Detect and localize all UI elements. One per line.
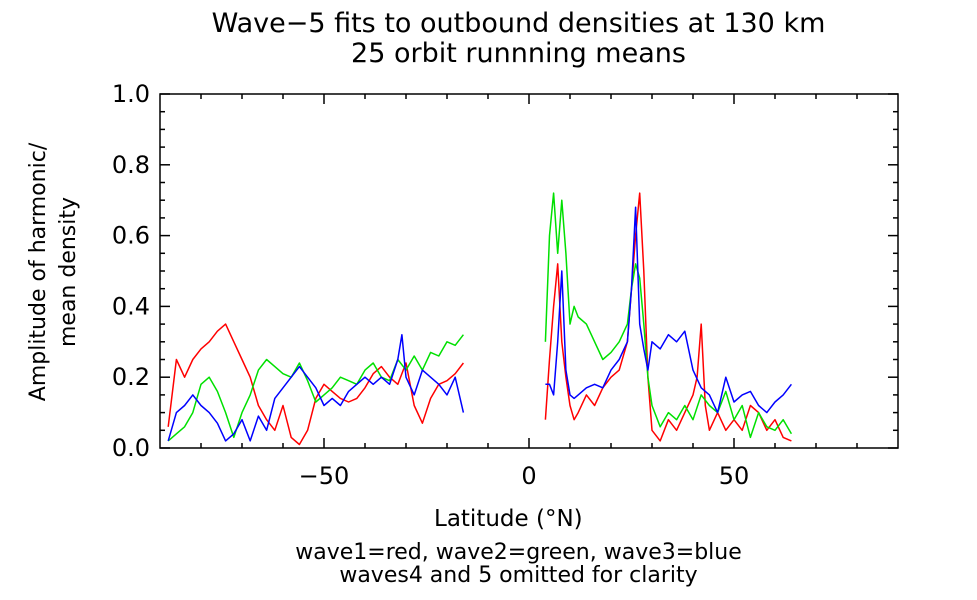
caption-line-2: waves4 and 5 omitted for clarity <box>339 563 698 588</box>
x-tick-label: 50 <box>719 462 750 490</box>
y-tick-label: 0.6 <box>112 222 150 250</box>
y-tick-label: 0.4 <box>112 292 150 320</box>
blue-series <box>167 206 792 442</box>
y-tick-label: 0.0 <box>112 434 150 462</box>
green-series <box>167 192 793 442</box>
blue-series-line <box>545 206 792 414</box>
x-tick-label: 0 <box>521 462 536 490</box>
y-tick-label: 0.8 <box>112 151 150 179</box>
chart-title-line-1: Wave−5 fits to outbound densities at 130… <box>211 8 826 39</box>
chart-title-line-2: 25 orbit runnning means <box>351 38 686 69</box>
green-series-line <box>544 192 793 439</box>
x-axis-label: Latitude (°N) <box>434 506 583 532</box>
red-series-line <box>167 323 464 446</box>
y-axis-label: Amplitude of harmonic/ mean density <box>26 142 81 401</box>
y-tick-label: 1.0 <box>112 80 150 108</box>
y-axis-label-line-2: mean density <box>56 197 81 347</box>
y-axis-label-line-1: Amplitude of harmonic/ <box>26 142 51 401</box>
y-tick-label: 0.2 <box>112 363 150 391</box>
red-series <box>167 192 792 446</box>
red-series-line <box>544 192 792 442</box>
x-tick-label: −50 <box>299 462 350 490</box>
blue-series-line <box>167 333 465 442</box>
plot-frame <box>159 93 899 449</box>
green-series-line <box>167 334 464 442</box>
caption-line-1: wave1=red, wave2=green, wave3=blue <box>295 540 742 565</box>
